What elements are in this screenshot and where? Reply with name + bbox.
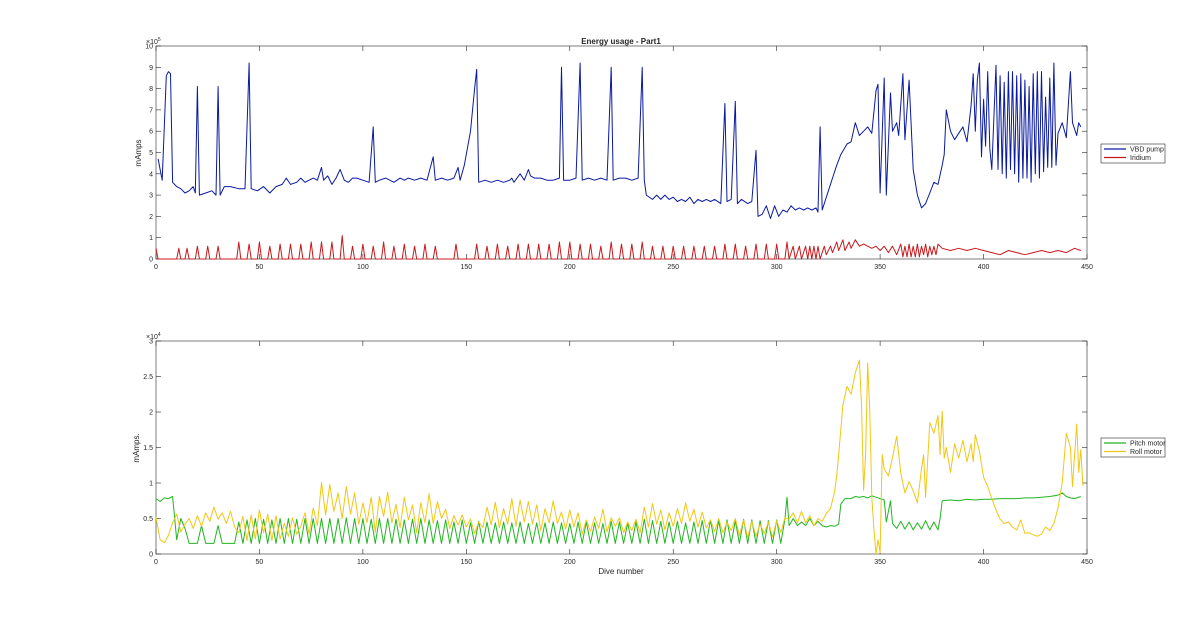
top-y-multiplier-exp: 5 xyxy=(158,37,161,43)
y-tick-label: 9 xyxy=(149,65,153,72)
bottom-axes-box xyxy=(155,340,1088,555)
bottom-y-multiplier: ×104 xyxy=(146,332,161,341)
bottom-y-multiplier-base: ×10 xyxy=(146,334,158,341)
legend-label-iridium: Iridium xyxy=(1130,155,1151,162)
x-tick-label: 350 xyxy=(874,559,886,566)
y-tick-label: 2 xyxy=(149,410,153,417)
y-tick-label: 0.5 xyxy=(143,516,153,523)
x-tick-label: 50 xyxy=(256,559,264,566)
x-tick-label: 100 xyxy=(357,264,369,271)
motor-energy-bottom-axes: Dive number mAmps. ×104 0 50 100 150 200 250 3… xyxy=(132,332,1166,576)
x-tick-label: 300 xyxy=(771,264,783,271)
top-y-axis-label: mAmps xyxy=(134,139,143,166)
bottom-series-lines xyxy=(155,359,1084,555)
bottom-axis-ticks: 0 50 100 150 200 250 300 350 400 450 0 0.5 1 1.5 2 2.5 3 xyxy=(143,339,1093,567)
bottom-legend: Pitch motor Roll motor xyxy=(1100,437,1166,458)
top-axis-ticks: 0 50 100 150 200 250 300 350 400 450 0 1 2 3 4 5 6 7 8 9 10 xyxy=(145,44,1093,272)
x-tick-label: 50 xyxy=(256,264,264,271)
x-tick-label: 100 xyxy=(357,559,369,566)
y-tick-label: 6 xyxy=(149,129,153,136)
x-tick-label: 400 xyxy=(978,559,990,566)
y-tick-label: 0 xyxy=(149,552,153,559)
x-tick-label: 0 xyxy=(154,264,158,271)
series-line-iridium xyxy=(155,235,1081,260)
y-tick-label: 8 xyxy=(149,86,153,93)
y-tick-label: 5 xyxy=(149,150,153,157)
y-tick-label: 1.5 xyxy=(143,445,153,452)
y-tick-label: 4 xyxy=(149,171,153,178)
x-tick-label: 200 xyxy=(564,264,576,271)
x-tick-label: 0 xyxy=(154,559,158,566)
x-tick-label: 400 xyxy=(978,264,990,271)
x-tick-label: 450 xyxy=(1081,264,1093,271)
y-tick-label: 0 xyxy=(149,257,153,264)
x-tick-label: 450 xyxy=(1081,559,1093,566)
top-chart-title: Energy usage - Part1 xyxy=(581,37,661,46)
top-series-lines xyxy=(155,62,1082,260)
top-y-multiplier: ×105 xyxy=(146,37,161,46)
y-tick-label: 2 xyxy=(149,214,153,221)
y-tick-label: 2.5 xyxy=(143,374,153,381)
x-tick-label: 200 xyxy=(564,559,576,566)
x-tick-label: 150 xyxy=(460,559,472,566)
series-line-pitch-motor xyxy=(155,492,1081,544)
y-tick-label: 7 xyxy=(149,107,153,114)
legend-label-roll-motor: Roll motor xyxy=(1130,449,1163,456)
x-tick-label: 150 xyxy=(460,264,472,271)
y-tick-label: 10 xyxy=(145,44,153,51)
bottom-y-axis-label: mAmps. xyxy=(132,433,141,462)
x-tick-label: 250 xyxy=(667,264,679,271)
x-tick-label: 300 xyxy=(771,559,783,566)
series-line-roll-motor xyxy=(155,359,1084,555)
bottom-x-axis-label: Dive number xyxy=(598,567,644,576)
legend-label-vbd-pump: VBD pump xyxy=(1130,147,1164,154)
series-line-vbd-pump xyxy=(157,62,1082,219)
top-axes-box xyxy=(155,45,1088,260)
energy-usage-top-axes: Energy usage - Part1 mAmps ×105 0 50 100 15… xyxy=(134,37,1166,272)
top-legend: VBD pump Iridium xyxy=(1100,143,1166,164)
legend-label-pitch-motor: Pitch motor xyxy=(1130,441,1166,448)
y-tick-label: 1 xyxy=(149,481,153,488)
x-tick-label: 250 xyxy=(667,559,679,566)
y-tick-label: 1 xyxy=(149,235,153,242)
y-tick-label: 3 xyxy=(149,193,153,200)
y-tick-label: 3 xyxy=(149,339,153,346)
x-tick-label: 350 xyxy=(874,264,886,271)
bottom-y-multiplier-exp: 4 xyxy=(158,332,161,338)
top-y-multiplier-base: ×10 xyxy=(146,39,158,46)
